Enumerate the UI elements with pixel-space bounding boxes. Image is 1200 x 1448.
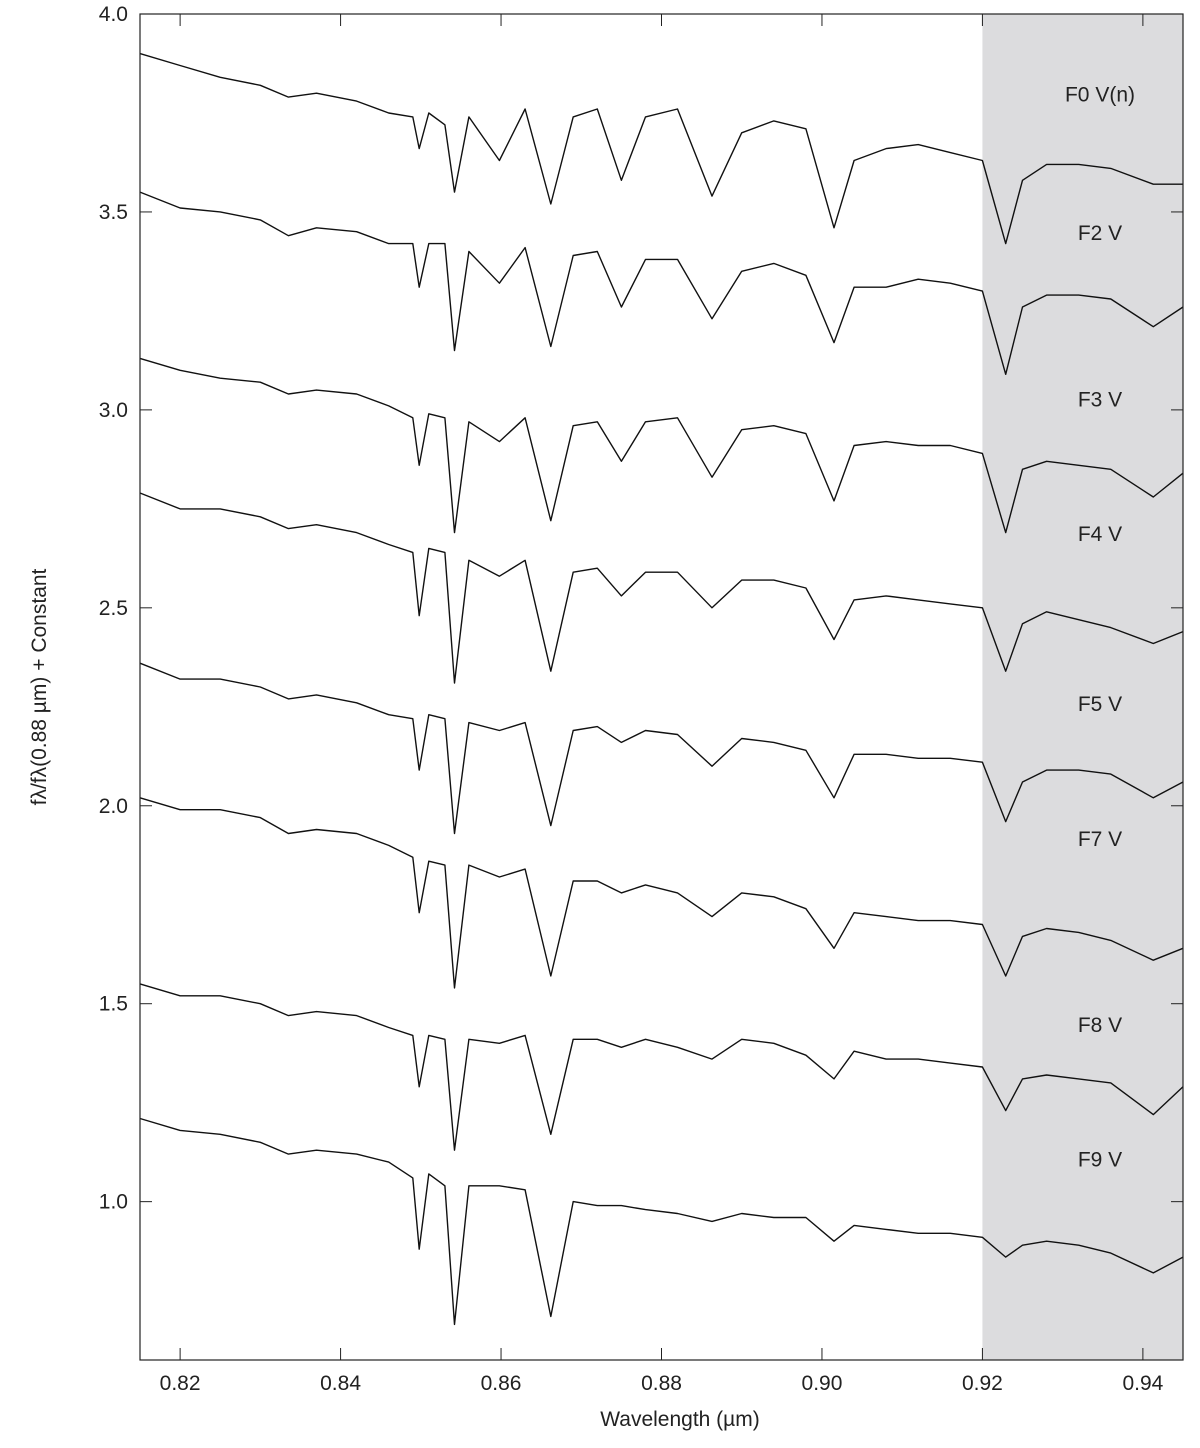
spectrum-line: [139, 662, 1184, 835]
y-tick-label: 4.0: [99, 3, 128, 26]
x-axis-label: Wavelength (µm): [600, 1408, 760, 1431]
series-label: F4 V: [1078, 523, 1122, 546]
x-tick-label: 0.84: [320, 1372, 361, 1395]
y-tick-label: 2.5: [99, 597, 128, 620]
x-tick-label: 0.88: [641, 1372, 682, 1395]
x-tick-label: 0.92: [962, 1372, 1003, 1395]
spectrum-line: [139, 492, 1184, 684]
shaded-region: [982, 14, 1183, 1360]
series-label: F3 V: [1078, 388, 1122, 411]
y-axis-label: fλ/fλ(0.88 µm) + Constant: [28, 568, 51, 805]
x-tick-label: 0.90: [802, 1372, 843, 1395]
plot-frame: [139, 13, 1184, 1361]
y-tick-label: 2.0: [99, 795, 128, 818]
spectrum-line: [139, 797, 1184, 989]
x-tick-label: 0.94: [1122, 1372, 1163, 1395]
series-label: F7 V: [1078, 828, 1122, 851]
y-tick-label: 3.0: [99, 399, 128, 422]
series-label: F5 V: [1078, 693, 1122, 716]
y-tick-label: 3.5: [99, 201, 128, 224]
y-tick-label: 1.0: [99, 1191, 128, 1214]
x-tick-label: 0.86: [481, 1372, 522, 1395]
spectrum-line: [139, 52, 1183, 245]
y-tick-label: 1.5: [99, 993, 128, 1016]
spectrum-line: [139, 191, 1184, 375]
x-tick-label: 0.82: [160, 1372, 201, 1395]
series-label: F2 V: [1078, 222, 1122, 245]
series-label: F9 V: [1078, 1149, 1122, 1172]
spectrum-line: [139, 983, 1184, 1151]
series-label: F8 V: [1078, 1014, 1122, 1037]
spectrum-line: [139, 1117, 1184, 1326]
series-label: F0 V(n): [1065, 84, 1135, 107]
spectrum-line: [139, 357, 1184, 534]
